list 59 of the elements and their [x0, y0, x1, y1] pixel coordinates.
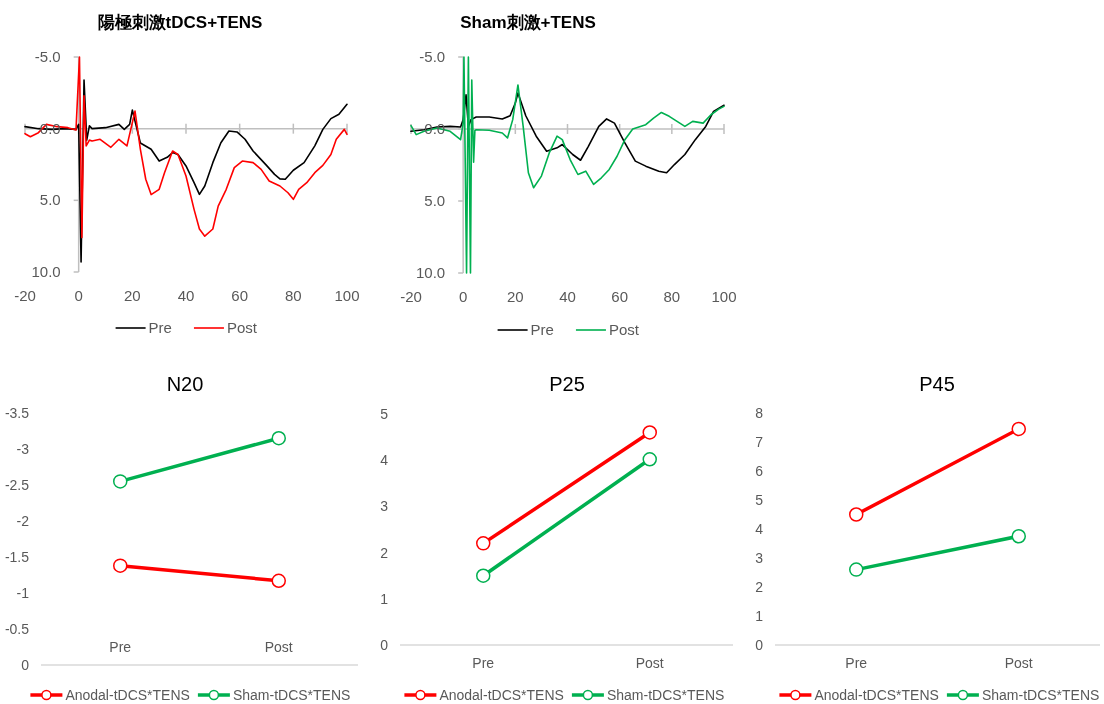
legend-label: Post — [608, 321, 640, 338]
x-tick-label: -20 — [14, 287, 36, 304]
x-tick-label: Pre — [472, 655, 495, 671]
y-tick-label: 10.0 — [31, 263, 61, 280]
legend-label: Sham-tDCS*TENS — [232, 687, 351, 703]
legend-label: Post — [226, 319, 258, 336]
y-tick-label: -2.5 — [4, 477, 30, 493]
y-tick-label: 5.0 — [424, 192, 446, 209]
y-tick-label: -3 — [16, 441, 30, 457]
y-tick-label: 6 — [755, 463, 764, 479]
x-tick-label: 80 — [284, 287, 302, 304]
x-tick-label: 60 — [231, 287, 249, 304]
y-tick-label: 8 — [755, 405, 764, 421]
y-tick-label: 5.0 — [39, 191, 61, 209]
y-tick-label: -1.5 — [4, 549, 30, 565]
y-tick-label: -5.0 — [34, 48, 61, 65]
legend-label: Anodal-tDCS*TENS — [439, 687, 564, 703]
legend-label: Sham-tDCS*TENS — [981, 687, 1100, 703]
y-tick-label: -1 — [16, 585, 30, 601]
y-tick-label: 1 — [380, 590, 389, 607]
y-tick-label: 10.0 — [415, 264, 446, 281]
legend-label: Sham-tDCS*TENS — [606, 687, 725, 703]
y-tick-label: -5.0 — [419, 48, 446, 65]
y-tick-label: 5 — [755, 492, 764, 508]
y-tick-label: -0.5 — [4, 621, 30, 637]
legend-label: Pre — [530, 321, 554, 338]
x-tick-label: Post — [1004, 655, 1033, 671]
chart-title: Sham刺激+TENS — [460, 13, 596, 32]
y-tick-label: 3 — [380, 498, 389, 515]
y-tick-label: 7 — [755, 434, 764, 450]
legend-label: Pre — [148, 319, 172, 336]
x-tick-label: 20 — [506, 288, 524, 305]
chart-title: N20 — [166, 373, 204, 395]
x-tick-label: 40 — [559, 288, 576, 305]
chart-title: 陽極刺激tDCS+TENS — [97, 13, 263, 32]
x-tick-label: 20 — [123, 287, 141, 304]
x-tick-label: Pre — [845, 655, 868, 671]
x-tick-label: 100 — [711, 288, 737, 305]
legend-label: Anodal-tDCS*TENS — [814, 687, 939, 703]
y-tick-label: -3.5 — [4, 405, 30, 421]
y-tick-label: 1 — [755, 608, 764, 624]
x-tick-label: 80 — [663, 288, 681, 305]
y-tick-label: 4 — [755, 521, 764, 537]
x-tick-label: 0 — [458, 288, 468, 305]
y-tick-label: 2 — [755, 579, 764, 595]
chart-title: P45 — [919, 373, 955, 395]
y-tick-label: 5 — [380, 406, 389, 422]
y-tick-label: 2 — [380, 544, 389, 561]
x-tick-label: 40 — [177, 287, 195, 304]
chart-title: P25 — [549, 373, 585, 395]
y-tick-label: 3 — [755, 550, 764, 566]
x-tick-label: -20 — [400, 288, 422, 305]
x-tick-label: 60 — [611, 288, 629, 305]
y-tick-label: 4 — [380, 452, 389, 469]
legend-label: Anodal-tDCS*TENS — [65, 687, 190, 703]
x-tick-label: 0 — [74, 287, 83, 304]
x-tick-label: 100 — [334, 287, 360, 304]
y-tick-label: -2 — [16, 513, 30, 529]
x-tick-label: Post — [635, 655, 664, 671]
